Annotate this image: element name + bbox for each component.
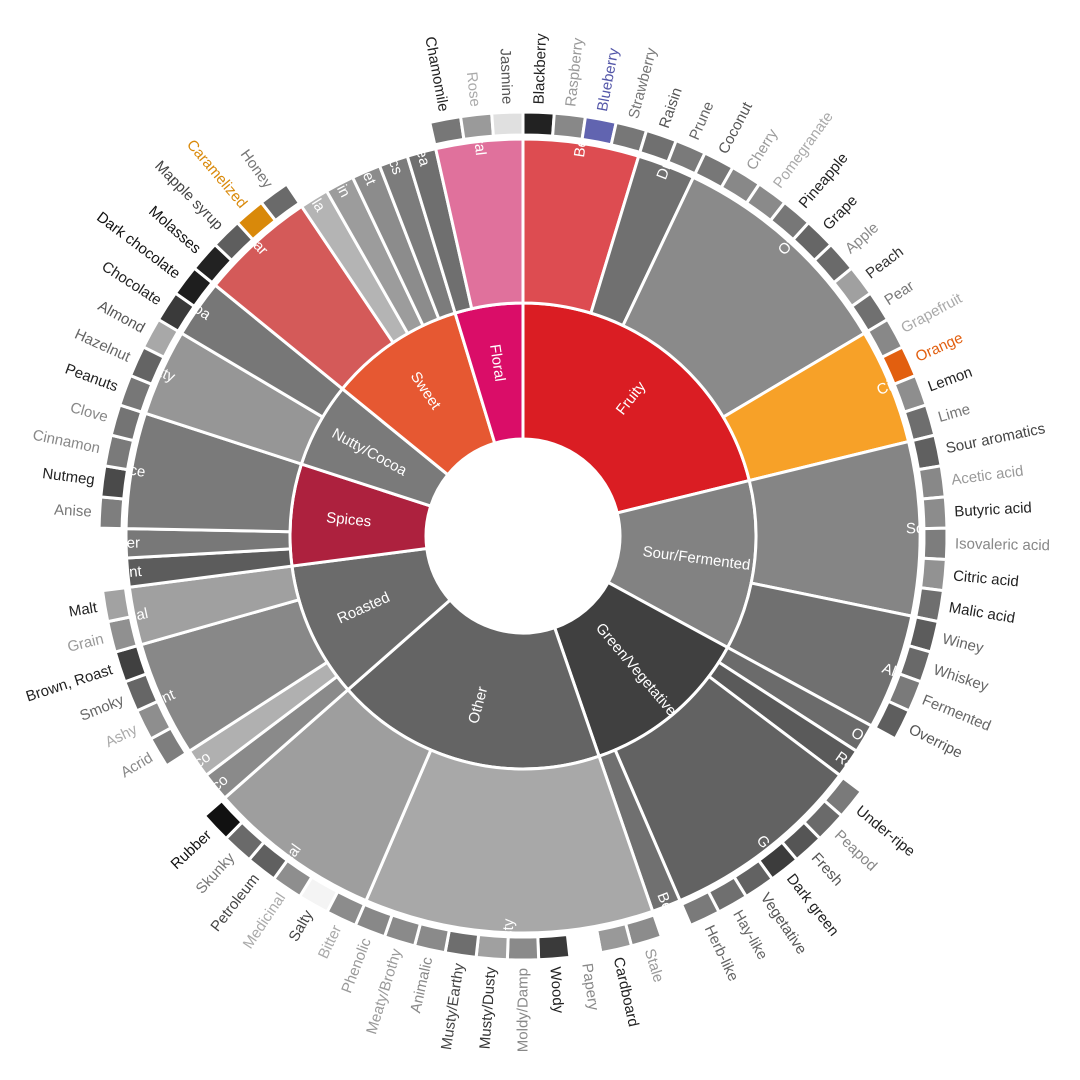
leaf-label: Overripe: [906, 721, 965, 762]
leaf-label: Cardboard: [610, 956, 642, 1029]
leaf-label: Musty/Dusty: [477, 966, 500, 1050]
leaf-label: Pear: [881, 278, 917, 309]
subcategory-label: Pepper: [92, 535, 141, 553]
subcategory-label: Pungent: [85, 563, 143, 585]
leaf-sour-aromatics[interactable]: [910, 433, 943, 472]
leaf-label: Strawberry: [625, 46, 660, 121]
leaf-butyric-acid[interactable]: [920, 495, 949, 531]
leaf-grain[interactable]: [105, 615, 140, 654]
leaf-label: Smoky: [77, 691, 126, 724]
leaf-label: Raspberry: [562, 36, 587, 107]
leaf-label: Woody: [546, 966, 566, 1014]
leaf-musty-earthy[interactable]: [443, 928, 481, 960]
leaf-label: Salty: [285, 907, 317, 945]
leaf-label: Herb-like: [701, 923, 742, 985]
leaf-label: Meaty/Brothy: [363, 946, 405, 1036]
leaf-honey[interactable]: [259, 181, 302, 223]
leaf-label: Butyric acid: [954, 499, 1032, 520]
leaf-rose[interactable]: [458, 111, 495, 142]
leaf-rubber[interactable]: [202, 798, 245, 841]
leaf-blackberry[interactable]: [521, 110, 556, 138]
category-label: Floral: [486, 343, 508, 383]
leaf-label: Cherry: [743, 126, 781, 174]
leaf-label: Blueberry: [594, 46, 623, 113]
leaf-label: Winey: [941, 631, 986, 658]
leaf-citric-acid[interactable]: [918, 556, 948, 593]
leaf-label: Blackberry: [530, 33, 550, 105]
leaf-overripe[interactable]: [873, 699, 912, 741]
leaf-label: Moldy/Damp: [515, 968, 532, 1052]
leaf-label: Bitter: [315, 923, 345, 962]
leaf-label: Jasmine: [496, 48, 515, 104]
leaf-label: Peapod: [831, 827, 880, 875]
leaf-label: Lime: [936, 401, 972, 426]
leaf-label: Peach: [863, 243, 907, 282]
leaf-label: Coconut: [715, 99, 756, 157]
leaf-malt[interactable]: [100, 586, 133, 624]
leaf-label: Orange: [913, 329, 966, 365]
leaf-label: Chamomile: [421, 35, 452, 113]
leaf-label: Hazelnut: [72, 326, 134, 366]
leaf-label: Nutmeg: [41, 465, 95, 489]
leaf-label: Peanuts: [63, 360, 121, 395]
leaf-herb-like[interactable]: [679, 889, 721, 928]
leaf-label: Apple: [842, 219, 882, 257]
category-label: Spices: [326, 509, 372, 530]
leaf-musty-dusty[interactable]: [474, 932, 510, 962]
leaf-moldy-damp[interactable]: [505, 935, 541, 962]
leaf-label: Ashy: [103, 721, 141, 751]
leaf-label: Animalic: [407, 955, 436, 1015]
leaf-label: Phenolic: [338, 935, 375, 995]
leaf-label: Rose: [463, 71, 484, 108]
leaf-label: Almond: [95, 297, 148, 336]
center-hole: [426, 439, 620, 633]
leaf-acetic-acid[interactable]: [916, 464, 947, 501]
leaf-label: Malt: [68, 599, 100, 621]
leaf-label: Papery: [578, 962, 602, 1012]
leaf-label: Sour aromatics: [944, 420, 1046, 457]
leaf-label: Rubber: [168, 827, 215, 873]
leaf-cardboard[interactable]: [594, 921, 634, 955]
leaf-chamomile[interactable]: [427, 114, 466, 147]
leaf-label: Isovaleric acid: [955, 535, 1050, 554]
leaf-isovaleric-acid[interactable]: [921, 526, 949, 562]
leaf-label: Stale: [641, 947, 667, 985]
leaf-label: Clove: [68, 399, 110, 426]
leaf-label: Citric acid: [952, 567, 1019, 590]
leaf-label: Acrid: [118, 749, 156, 781]
leaf-jasmine[interactable]: [490, 110, 525, 138]
ring-subcategories: BerryDried fruitOther fruitCitrus fruitS…: [63, 66, 1003, 1011]
leaf-papery[interactable]: [565, 928, 603, 960]
leaf-label: Musty/Earthy: [438, 962, 468, 1052]
leaf-label: Honey: [237, 146, 277, 191]
leaf-raspberry[interactable]: [551, 111, 588, 142]
leaf-label: Skunky: [193, 849, 239, 897]
leaf-label: Acetic acid: [950, 462, 1024, 488]
leaf-label: Anise: [54, 501, 92, 520]
leaf-nutmeg[interactable]: [99, 464, 130, 501]
leaf-woody[interactable]: [536, 932, 572, 962]
subcategory-floral[interactable]: [433, 137, 525, 311]
leaf-label: Fresh: [808, 850, 846, 890]
leaf-label: Grain: [66, 631, 106, 656]
leaf-anise[interactable]: [97, 495, 126, 531]
leaf-label: Malic acid: [948, 599, 1017, 627]
leaf-label: Hay-like: [729, 907, 771, 963]
